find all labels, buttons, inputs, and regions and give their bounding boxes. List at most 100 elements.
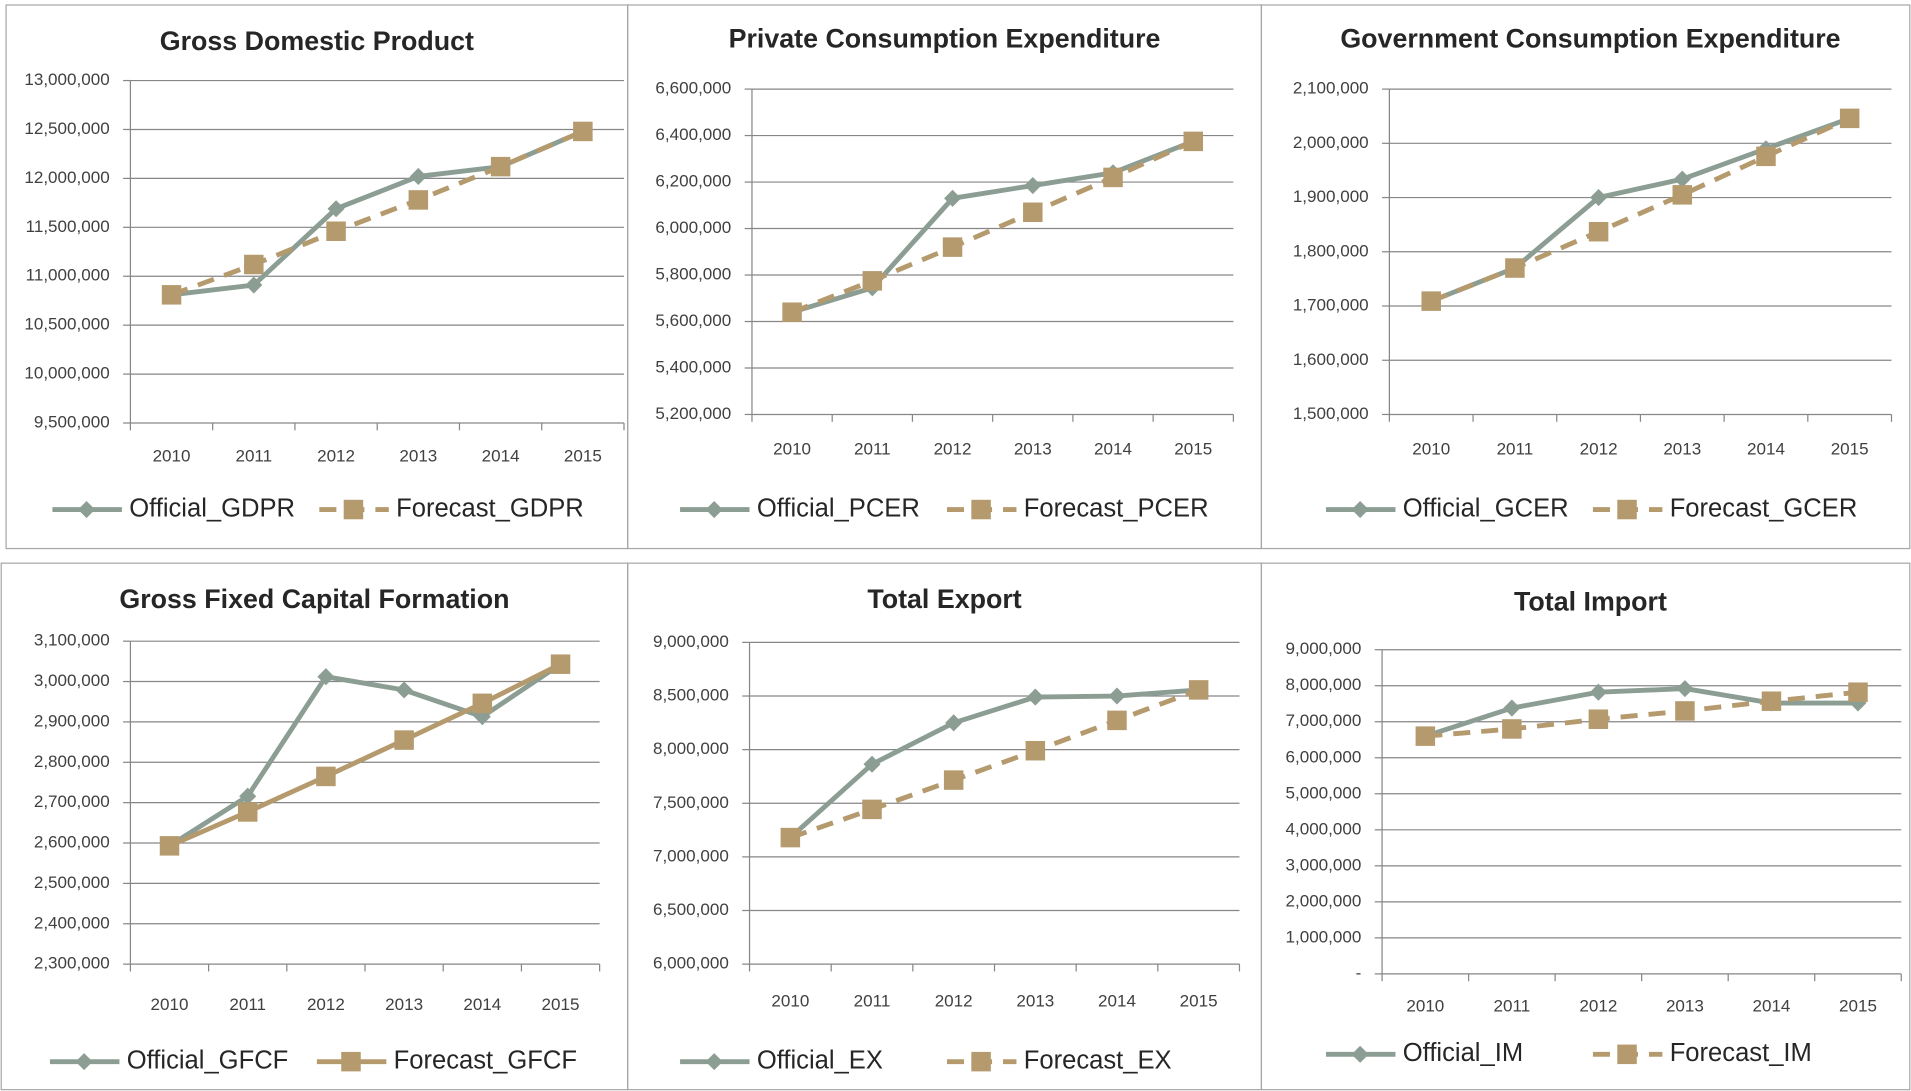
x-tick-label: 2010 [1412, 439, 1450, 458]
y-tick-label: 5,600,000 [655, 311, 731, 330]
x-tick-label: 2012 [307, 995, 345, 1014]
legend-marker [78, 501, 96, 519]
series-line [1430, 116, 1851, 304]
data-point [573, 121, 593, 142]
data-point [408, 190, 429, 210]
x-tick-label: 2011 [1494, 996, 1531, 1015]
series-line [1430, 116, 1851, 304]
x-tick-label: 2013 [1014, 439, 1052, 458]
data-point [1503, 699, 1521, 717]
x-tick-label: 2010 [1406, 996, 1444, 1015]
x-tick-label: 2014 [463, 995, 501, 1014]
x-tick-label: 2014 [482, 447, 520, 466]
y-tick-label: 5,200,000 [655, 404, 731, 423]
panel-frame [1260, 4, 1911, 550]
data-point [326, 221, 346, 241]
y-tick-label: 11,500,000 [26, 217, 110, 236]
data-point [944, 189, 962, 207]
data-point [394, 730, 414, 750]
legend-label: Official_PCER [757, 494, 920, 522]
data-point [1848, 682, 1868, 702]
chart-title: Total Export [867, 584, 1021, 614]
y-tick-label: 6,600,000 [655, 79, 731, 98]
x-tick-label: 2011 [854, 991, 891, 1010]
series-line [791, 139, 1195, 315]
data-point [237, 802, 258, 822]
legend-label: Official_GFCF [127, 1046, 289, 1074]
data-point [1673, 170, 1691, 188]
data-point [1183, 131, 1204, 152]
y-tick-label: 12,000,000 [24, 168, 109, 187]
data-point [1590, 189, 1608, 207]
data-point [1588, 709, 1609, 729]
legend-label: Official_IM [1403, 1039, 1523, 1067]
series-line [788, 687, 1199, 840]
data-point [862, 799, 882, 820]
series-line [791, 139, 1195, 315]
data-point [1415, 726, 1436, 746]
chart-title: Private Consumption Expenditure [729, 23, 1161, 53]
data-point [1756, 146, 1776, 167]
y-tick-label: 6,200,000 [655, 172, 731, 191]
y-tick-label: 6,000,000 [653, 954, 729, 973]
y-tick-label: 9,500,000 [34, 413, 110, 432]
legend-label: Forecast_GDPR [396, 494, 584, 522]
y-tick-label: 8,000,000 [1286, 675, 1362, 694]
data-point [1588, 221, 1609, 242]
legend-marker [971, 499, 991, 520]
x-tick-label: 2011 [229, 995, 266, 1014]
data-point [239, 787, 257, 805]
y-tick-label: 3,100,000 [34, 631, 110, 650]
data-point [780, 827, 801, 848]
series-line [168, 662, 562, 848]
data-point [1025, 740, 1046, 761]
data-point [245, 276, 263, 294]
legend-marker [705, 1053, 723, 1071]
y-tick-label: 2,500,000 [34, 873, 110, 892]
y-tick-label: 6,000,000 [1286, 747, 1362, 766]
y-tick-label: 2,400,000 [34, 913, 110, 932]
x-tick-label: 2012 [934, 439, 972, 458]
x-tick-label: 2013 [385, 995, 423, 1014]
data-point [490, 156, 511, 177]
data-point [1108, 687, 1126, 705]
legend-label: Official_GCER [1403, 494, 1569, 522]
data-point [1026, 688, 1044, 706]
x-tick-label: 2015 [1174, 439, 1212, 458]
data-point [1188, 680, 1209, 700]
data-point [1839, 108, 1860, 129]
y-tick-label: 2,100,000 [1293, 79, 1369, 98]
data-point [862, 271, 883, 291]
y-tick-label: 1,000,000 [1286, 927, 1362, 946]
y-tick-label: 5,400,000 [655, 357, 731, 376]
data-point [1589, 683, 1607, 701]
x-tick-label: 2013 [399, 447, 437, 466]
data-point [244, 254, 264, 275]
y-tick-label: 7,500,000 [653, 793, 729, 812]
data-point [472, 693, 493, 714]
data-point [1675, 701, 1695, 721]
series-line [1425, 689, 1859, 739]
data-point [159, 836, 180, 856]
x-tick-label: 2011 [235, 447, 272, 466]
chart-title: Gross Domestic Product [160, 26, 474, 56]
y-tick-label: 2,300,000 [34, 954, 110, 973]
data-point [550, 654, 571, 674]
x-tick-label: 2010 [773, 439, 811, 458]
data-point [945, 714, 963, 732]
y-tick-label: 6,500,000 [653, 900, 729, 919]
x-tick-label: 2012 [1580, 439, 1618, 458]
y-tick-label: 2,700,000 [34, 792, 110, 811]
legend-marker [1351, 501, 1369, 519]
x-tick-label: 2013 [1666, 996, 1704, 1015]
y-tick-label: 7,000,000 [653, 846, 729, 865]
data-point [942, 237, 963, 257]
x-tick-label: 2014 [1752, 996, 1790, 1015]
y-tick-label: 2,000,000 [1293, 133, 1369, 152]
x-tick-label: 2010 [771, 991, 809, 1010]
y-tick-label: 1,500,000 [1293, 404, 1369, 423]
legend-marker [1617, 499, 1637, 520]
y-tick-label: 2,900,000 [34, 711, 110, 730]
x-tick-label: 2014 [1098, 991, 1136, 1010]
